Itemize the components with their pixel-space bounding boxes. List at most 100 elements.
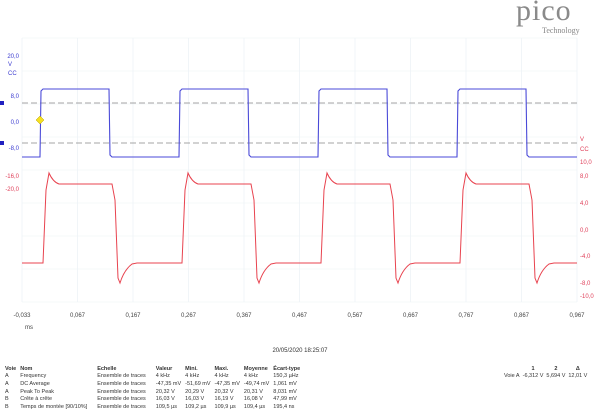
table-cell: A xyxy=(5,388,9,395)
x-tick-label: 0,267 xyxy=(181,313,197,319)
table-cell: 109,5 µs xyxy=(155,403,178,410)
left-tick-label: 20,0 xyxy=(7,54,19,60)
table-cell: Ensemble de traces xyxy=(97,396,146,403)
trigger-marker-icon[interactable] xyxy=(35,115,45,125)
table-cell: Frequency xyxy=(20,373,47,380)
cursor-cell: Voie A xyxy=(504,373,520,380)
right-coupling: CC xyxy=(580,147,589,153)
measurements-table: Voie Nom Echelle Valeur Mini. Maxi. Moyenne Éca… xyxy=(5,365,304,411)
left-tick-label: 8,0 xyxy=(11,94,20,100)
channel-a-trace xyxy=(22,88,577,158)
table-cell: 195,4 ns xyxy=(273,403,295,410)
table-cell: 4 kHz xyxy=(243,373,258,380)
table-cell: 4 kHz xyxy=(185,373,200,380)
table-cell: B xyxy=(5,396,9,403)
left-coupling: CC xyxy=(8,71,17,77)
right-tick-label: 8,0 xyxy=(580,174,589,180)
logo-text: pico xyxy=(516,0,572,27)
column-header: Écart-type xyxy=(273,365,301,372)
table-cell: 4 kHz xyxy=(155,373,170,380)
table-cell: 109,9 µs xyxy=(214,403,236,410)
pico-logo: pico Technology xyxy=(512,0,592,36)
measurement-row[interactable]: A Frequency Ensemble de traces 4 kHz 4 kHz 4 … xyxy=(5,373,304,381)
table-cell: Crête à crête xyxy=(20,396,53,403)
cursor-cell: 12,01 V xyxy=(568,373,588,380)
column-header: Mini. xyxy=(185,365,198,372)
cursor-header: 2 xyxy=(554,365,558,372)
table-cell: DC Average xyxy=(20,380,50,387)
grid xyxy=(21,37,578,303)
table-cell: Temps de montée [90/10%] xyxy=(20,403,88,410)
table-cell: Peak To Peak xyxy=(20,388,55,395)
x-axis-unit: ms xyxy=(25,325,33,331)
column-header: Echelle xyxy=(97,365,117,372)
x-tick-label: 0,467 xyxy=(292,313,308,319)
right-tick-label: -10,0 xyxy=(580,294,594,300)
table-cell: 20,29 V xyxy=(185,388,205,395)
logo-subtext: Technology xyxy=(542,26,580,35)
table-cell: -47,35 mV xyxy=(214,380,240,387)
right-tick-label: 4,0 xyxy=(580,201,589,207)
table-cell: 16,08 V xyxy=(243,396,263,403)
right-tick-label: 10,0 xyxy=(580,160,592,166)
cursor-table: 1 2 Δ Voie A -6,312 V 5,694 V 12,01 V xyxy=(504,365,590,380)
right-tick-label: -4,0 xyxy=(580,254,591,260)
left-tick-label: 0,0 xyxy=(11,120,20,126)
table-cell: -47,35 mV xyxy=(155,380,182,387)
tick-labels: -0,033 0,067 0,167 0,267 0,367 0,467 0,567 0,66… xyxy=(0,54,594,331)
left-tick-label: -8,0 xyxy=(9,146,20,152)
table-cell: 16,19 V xyxy=(214,396,234,403)
x-tick-label: 0,767 xyxy=(458,313,474,319)
oscilloscope-plot[interactable]: -0,033 0,067 0,167 0,267 0,367 0,467 0,567 0,66… xyxy=(0,0,600,345)
cursor-header xyxy=(504,365,523,373)
table-cell: Ensemble de traces xyxy=(97,380,146,387)
x-tick-label: 0,167 xyxy=(125,313,141,319)
table-cell: 20,31 V xyxy=(243,388,263,395)
table-cell: Ensemble de traces xyxy=(97,403,146,410)
table-cell: 20,32 V xyxy=(155,388,175,395)
x-tick-label: 0,967 xyxy=(569,313,585,319)
x-tick-label: 0,667 xyxy=(403,313,419,319)
column-header: Valeur xyxy=(155,365,173,372)
x-tick-label: 0,067 xyxy=(70,313,86,319)
x-tick-label: -0,033 xyxy=(13,313,31,319)
channel-b-trace xyxy=(22,171,577,285)
table-cell: 16,03 V xyxy=(185,396,205,403)
table-cell: 47,99 mV xyxy=(273,396,297,403)
table-cell: Ensemble de traces xyxy=(97,373,146,380)
table-cell: -49,74 mV xyxy=(243,380,270,387)
measurement-row[interactable]: A Peak To Peak Ensemble de traces 20,32 V 20… xyxy=(5,388,304,396)
table-cell: -51,69 mV xyxy=(185,380,211,387)
cursor-cell: 5,694 V xyxy=(546,373,566,380)
right-tick-label: -8,0 xyxy=(580,281,591,287)
column-header: Voie xyxy=(5,365,17,372)
measurement-row[interactable]: B Crête à crête Ensemble de traces 16,03 V 1… xyxy=(5,395,304,403)
table-cell: 16,03 V xyxy=(155,396,175,403)
table-cell: 150,3 µHz xyxy=(273,373,299,380)
timestamp: 20/05/2020 18:25:07 xyxy=(272,348,328,354)
measurement-row[interactable]: A DC Average Ensemble de traces -47,35 mV -5… xyxy=(5,380,304,388)
left-tick-label: -16,0 xyxy=(5,174,19,180)
measurement-row[interactable]: B Temps de montée [90/10%] Ensemble de tra… xyxy=(5,403,304,411)
right-unit: V xyxy=(580,137,584,143)
cursor-header: Δ xyxy=(575,365,580,372)
table-cell: A xyxy=(5,380,9,387)
x-tick-label: 0,367 xyxy=(236,313,252,319)
column-header: Maxi. xyxy=(214,365,229,372)
column-header: Moyenne xyxy=(243,365,268,372)
table-cell: B xyxy=(5,403,9,410)
x-tick-label: 0,567 xyxy=(347,313,363,319)
table-cell: Ensemble de traces xyxy=(97,388,146,395)
right-tick-label: 0,0 xyxy=(580,228,589,234)
channel-a-offset-handle[interactable] xyxy=(0,101,4,105)
x-tick-label: 0,867 xyxy=(514,313,530,319)
table-cell: 109,2 µs xyxy=(185,403,207,410)
left-unit: V xyxy=(8,62,12,68)
channel-a-offset-handle[interactable] xyxy=(0,141,4,145)
table-cell: A xyxy=(5,373,9,380)
table-cell: 8,031 mV xyxy=(273,388,297,395)
left-tick-label: -20,0 xyxy=(5,187,19,193)
traces xyxy=(22,88,577,285)
table-cell: 109,4 µs xyxy=(243,403,266,410)
column-header: Nom xyxy=(20,365,33,372)
